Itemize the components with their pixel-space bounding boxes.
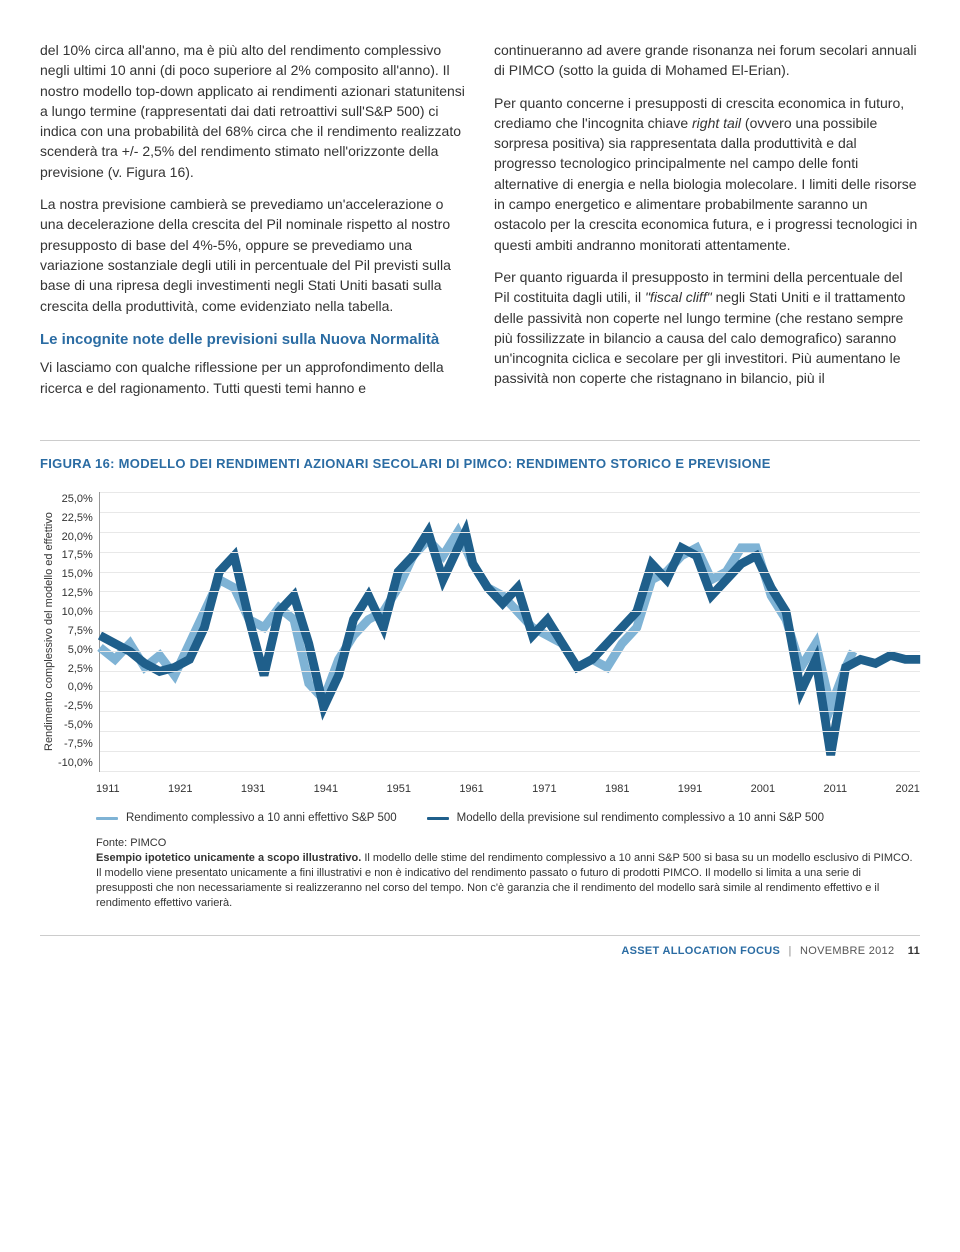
y-tick-label: 20,0% — [58, 530, 93, 546]
y-tick-label: 0,0% — [58, 680, 93, 696]
y-tick-label: -2,5% — [58, 699, 93, 715]
paragraph: Vi lasciamo con qualche riflessione per … — [40, 357, 466, 398]
legend-swatch — [427, 817, 449, 820]
italic-term: right tail — [692, 115, 741, 131]
x-tick-label: 2001 — [751, 782, 775, 798]
section-heading: Le incognite note delle previsioni sulla… — [40, 330, 466, 350]
chart-body: Rendimento complessivo del modello ed ef… — [40, 492, 920, 772]
x-tick-label: 1961 — [459, 782, 483, 798]
legend-item: Rendimento complessivo a 10 anni effetti… — [96, 810, 397, 827]
legend-label: Rendimento complessivo a 10 anni effetti… — [126, 810, 397, 827]
legend-swatch — [96, 817, 118, 820]
page-footer: ASSET ALLOCATION FOCUS | NOVEMBRE 2012 1… — [40, 935, 920, 960]
y-tick-label: -10,0% — [58, 756, 93, 772]
x-axis-ticks: 1911 1921 1931 1941 1951 1961 1971 1981 1991 2001… — [96, 782, 920, 798]
legend-item: Modello della previsione sul rendimento … — [427, 810, 824, 827]
paragraph: La nostra previsione cambierà se prevedi… — [40, 194, 466, 316]
chart-legend: Rendimento complessivo a 10 anni effetti… — [96, 810, 920, 827]
footer-separator: | — [788, 945, 791, 957]
x-tick-label: 1911 — [96, 782, 120, 798]
x-tick-label: 1951 — [386, 782, 410, 798]
series-line — [100, 532, 853, 707]
italic-term: "fiscal cliff" — [645, 289, 712, 305]
caption-bold: Esempio ipotetico unicamente a scopo ill… — [96, 852, 361, 864]
x-tick-label: 1921 — [168, 782, 192, 798]
x-tick-label: 1991 — [678, 782, 702, 798]
y-axis-ticks: 25,0% 22,5% 20,0% 17,5% 15,0% 12,5% 10,0% 7,5% 5… — [58, 492, 99, 772]
y-tick-label: -7,5% — [58, 737, 93, 753]
y-tick-label: 12,5% — [58, 586, 93, 602]
figure-16: FIGURA 16: MODELLO DEI RENDIMENTI AZIONA… — [40, 440, 920, 911]
x-tick-label: 2011 — [823, 782, 847, 798]
right-column: continueranno ad avere grande risonanza … — [494, 40, 920, 410]
x-tick-label: 1971 — [532, 782, 556, 798]
body-text-columns: del 10% circa all'anno, ma è più alto de… — [40, 40, 920, 410]
publication-name: ASSET ALLOCATION FOCUS — [621, 945, 780, 957]
x-tick-label: 1931 — [241, 782, 265, 798]
y-tick-label: 22,5% — [58, 511, 93, 527]
caption-source: Fonte: PIMCO — [96, 836, 920, 851]
plot-area — [99, 492, 920, 772]
chart-title: FIGURA 16: MODELLO DEI RENDIMENTI AZIONA… — [40, 455, 920, 474]
left-column: del 10% circa all'anno, ma è più alto de… — [40, 40, 466, 410]
y-tick-label: 5,0% — [58, 643, 93, 659]
x-tick-label: 2021 — [895, 782, 919, 798]
y-tick-label: -5,0% — [58, 718, 93, 734]
y-tick-label: 10,0% — [58, 605, 93, 621]
paragraph: Per quanto concerne i presupposti di cre… — [494, 93, 920, 255]
x-tick-label: 1941 — [314, 782, 338, 798]
paragraph: Per quanto riguarda il presupposto in te… — [494, 267, 920, 389]
y-tick-label: 17,5% — [58, 548, 93, 564]
chart-caption: Fonte: PIMCO Esempio ipotetico unicament… — [96, 836, 920, 910]
y-axis-label: Rendimento complessivo del modello ed ef… — [40, 492, 58, 772]
paragraph: del 10% circa all'anno, ma è più alto de… — [40, 40, 466, 182]
legend-label: Modello della previsione sul rendimento … — [457, 810, 824, 827]
page-number: 11 — [908, 945, 920, 957]
y-tick-label: 25,0% — [58, 492, 93, 508]
y-tick-label: 7,5% — [58, 624, 93, 640]
publication-date: NOVEMBRE 2012 — [800, 945, 894, 957]
y-tick-label: 15,0% — [58, 567, 93, 583]
paragraph: continueranno ad avere grande risonanza … — [494, 40, 920, 81]
x-tick-label: 1981 — [605, 782, 629, 798]
text-run: (ovvero una possibile sorpresa positiva)… — [494, 115, 917, 253]
y-tick-label: 2,5% — [58, 662, 93, 678]
